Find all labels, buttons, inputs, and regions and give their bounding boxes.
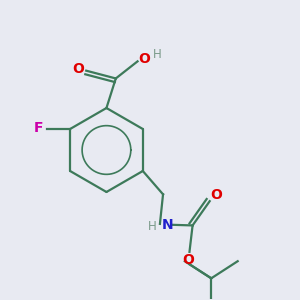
Text: H: H [152,48,161,61]
Text: O: O [139,52,150,66]
Text: H: H [148,220,157,233]
Text: O: O [210,188,222,202]
Text: F: F [34,122,43,135]
Text: N: N [162,218,173,233]
Text: O: O [182,253,194,267]
Text: O: O [73,62,84,76]
